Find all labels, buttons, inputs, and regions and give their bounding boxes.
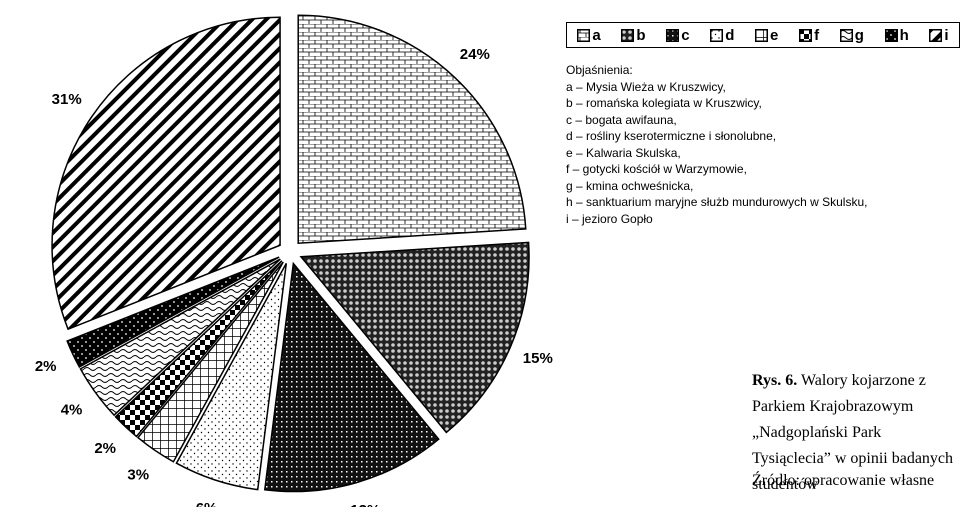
legend-label: c [681, 26, 690, 44]
legend-description: g – kmina ochweśnicka, [566, 178, 694, 193]
legend-swatch [839, 28, 853, 42]
legend-swatch-fill [621, 28, 635, 42]
legend-description: d – rośliny kserotermiczne i słonolubne, [566, 129, 777, 143]
legend-label: a [592, 26, 601, 44]
legend: a b c d e f g h i [566, 22, 960, 48]
pie-slice [136, 261, 284, 463]
legend-item: g [839, 26, 864, 44]
legend-label: f [814, 26, 820, 44]
legend-description: i – jezioro Gopło [566, 211, 653, 226]
legend-swatch-fill [929, 28, 943, 42]
legend-description: b – romańska kolegiata w Kruszwicy, [566, 96, 762, 110]
pie-slice [297, 14, 527, 245]
legend-swatch [755, 28, 769, 42]
legend-item: d [710, 27, 734, 44]
legend-swatch-fill [884, 28, 898, 42]
legend-label: g [854, 26, 864, 44]
pie-slice [66, 256, 280, 368]
pie-chart: 24% 15% 13% 6% 3% 2% 4% 2% 31% [35, 14, 553, 512]
legend-swatch [710, 28, 724, 42]
legend-swatch-fill [755, 28, 769, 42]
pie-slice [114, 260, 283, 438]
source: Źródło: opracowanie własne [752, 472, 935, 489]
pie-slice [263, 261, 440, 493]
legend-item: c [666, 26, 690, 44]
legend-item: a [577, 26, 601, 44]
legend-swatch [621, 28, 635, 42]
pie-slice [299, 241, 530, 434]
legend-description: c – bogata awifauna, [566, 112, 677, 127]
legend-swatch [929, 28, 943, 42]
legend-swatch [666, 28, 680, 42]
legend-swatch-fill [666, 28, 680, 42]
legend-item: b [621, 26, 646, 44]
legend-description: f – gotycki kościół w Warzymowie, [566, 162, 747, 176]
caption-label: Rys. 6. [752, 372, 798, 389]
legend-item: h [884, 26, 909, 44]
legend-swatch [799, 28, 813, 42]
data-label: 3% [127, 466, 149, 483]
pie-slice [79, 258, 281, 417]
legend-label: b [636, 26, 646, 44]
legend-swatch-fill [839, 28, 853, 42]
legend-title: Objaśnienia: [566, 63, 633, 77]
caption: Rys. 6. Walory kojarzone z Parkiem Krajo… [752, 368, 962, 498]
data-label: 24% [460, 46, 490, 63]
legend-label: i [944, 26, 949, 44]
caption-text: Walory kojarzone z Parkiem Krajobrazowym… [752, 372, 954, 493]
legend-label: d [725, 26, 735, 44]
legend-description: h – sanktuarium maryjne służb mundurowyc… [566, 195, 868, 209]
data-label: 4% [61, 402, 83, 419]
legend-label: h [899, 26, 909, 44]
data-label: 6% [196, 500, 218, 507]
legend-label: e [770, 26, 779, 44]
legend-explanations: Objaśnienia: a – Mysia Wieża w Kruszwicy… [566, 62, 946, 227]
legend-swatch-fill [577, 28, 591, 42]
pie-slice [51, 16, 281, 331]
data-label: 13% [350, 502, 380, 507]
legend-item: i [929, 26, 949, 44]
legend-swatch [884, 28, 898, 42]
legend-item: e [755, 27, 778, 44]
data-label: 15% [523, 350, 553, 367]
legend-swatch-fill [710, 28, 724, 42]
data-label: 2% [94, 440, 116, 457]
data-label: 31% [52, 91, 82, 108]
pie-slice [175, 263, 288, 491]
data-label: 2% [35, 358, 57, 375]
legend-item: f [799, 27, 819, 44]
legend-swatch [577, 28, 591, 42]
legend-swatch-fill [799, 28, 813, 42]
legend-description: e – Kalwaria Skulska, [566, 145, 681, 160]
legend-description: a – Mysia Wieża w Kruszwicy, [566, 79, 726, 94]
